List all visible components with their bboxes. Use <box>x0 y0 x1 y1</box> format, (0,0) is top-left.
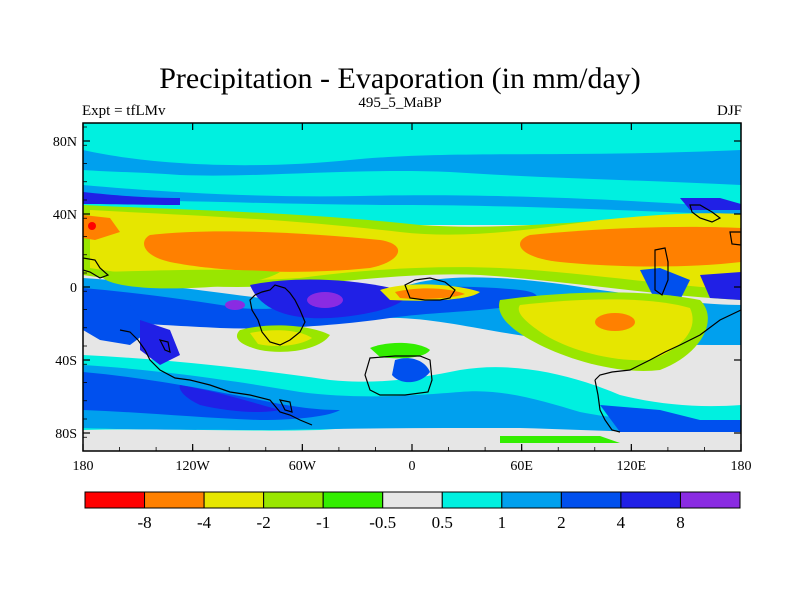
colorbar-swatch <box>679 491 741 509</box>
colorbar-label: 1 <box>498 513 507 532</box>
map-title: Precipitation - Evaporation (in mm/day) <box>159 62 641 95</box>
colorbar-swatch <box>203 491 265 509</box>
lon-tick-label: 120E <box>617 459 647 474</box>
lat-tick-label: 40N <box>53 208 77 223</box>
colorbar-swatch <box>322 491 384 509</box>
time-label: 495_5_MaBP <box>358 95 442 111</box>
lon-tick-label: 60E <box>510 459 533 474</box>
colorbar-swatch <box>382 491 443 509</box>
colorbar-label: -8 <box>137 513 151 532</box>
lon-tick-label: 180 <box>731 459 752 474</box>
lon-tick-label: 180 <box>73 459 94 474</box>
colorbar-label: 0.5 <box>432 513 453 532</box>
lon-tick-label: 120W <box>176 459 211 474</box>
colorbar-label: 4 <box>617 513 626 532</box>
colorbar-label: -2 <box>257 513 271 532</box>
latitude-axis: 80N 40N 0 40S 80S <box>53 126 741 442</box>
colorbar-swatch <box>144 491 205 509</box>
colorbar-label: 8 <box>676 513 685 532</box>
colorbar-swatch <box>560 491 622 509</box>
longitude-axis: 180 120W 60W 0 60E 120E 180 <box>73 123 752 474</box>
lon-tick-label: 60W <box>289 459 317 474</box>
colorbar-label: 2 <box>557 513 566 532</box>
colorbar-label: -4 <box>197 513 212 532</box>
coastlines <box>83 204 741 433</box>
season-label: DJF <box>716 103 742 119</box>
colorbar-swatch <box>620 491 681 509</box>
colorbar-swatch <box>501 491 562 509</box>
precip-evap-field <box>83 123 741 451</box>
lon-tick-label: 0 <box>409 459 416 474</box>
colorbar-swatch <box>441 491 503 509</box>
colorbar-swatch <box>263 491 324 509</box>
colorbar-label: -1 <box>316 513 330 532</box>
colorbar-label: -0.5 <box>369 513 396 532</box>
experiment-label: Expt = tfLMv <box>82 103 166 119</box>
lat-tick-label: 40S <box>55 354 77 369</box>
lat-tick-label: 0 <box>70 281 77 296</box>
colorbar: -8 -4 -2 -1 -0.5 0.5 1 2 4 8 <box>84 491 741 532</box>
lat-tick-label: 80S <box>55 427 77 442</box>
lat-tick-label: 80N <box>53 135 77 150</box>
colorbar-swatch <box>84 491 146 509</box>
